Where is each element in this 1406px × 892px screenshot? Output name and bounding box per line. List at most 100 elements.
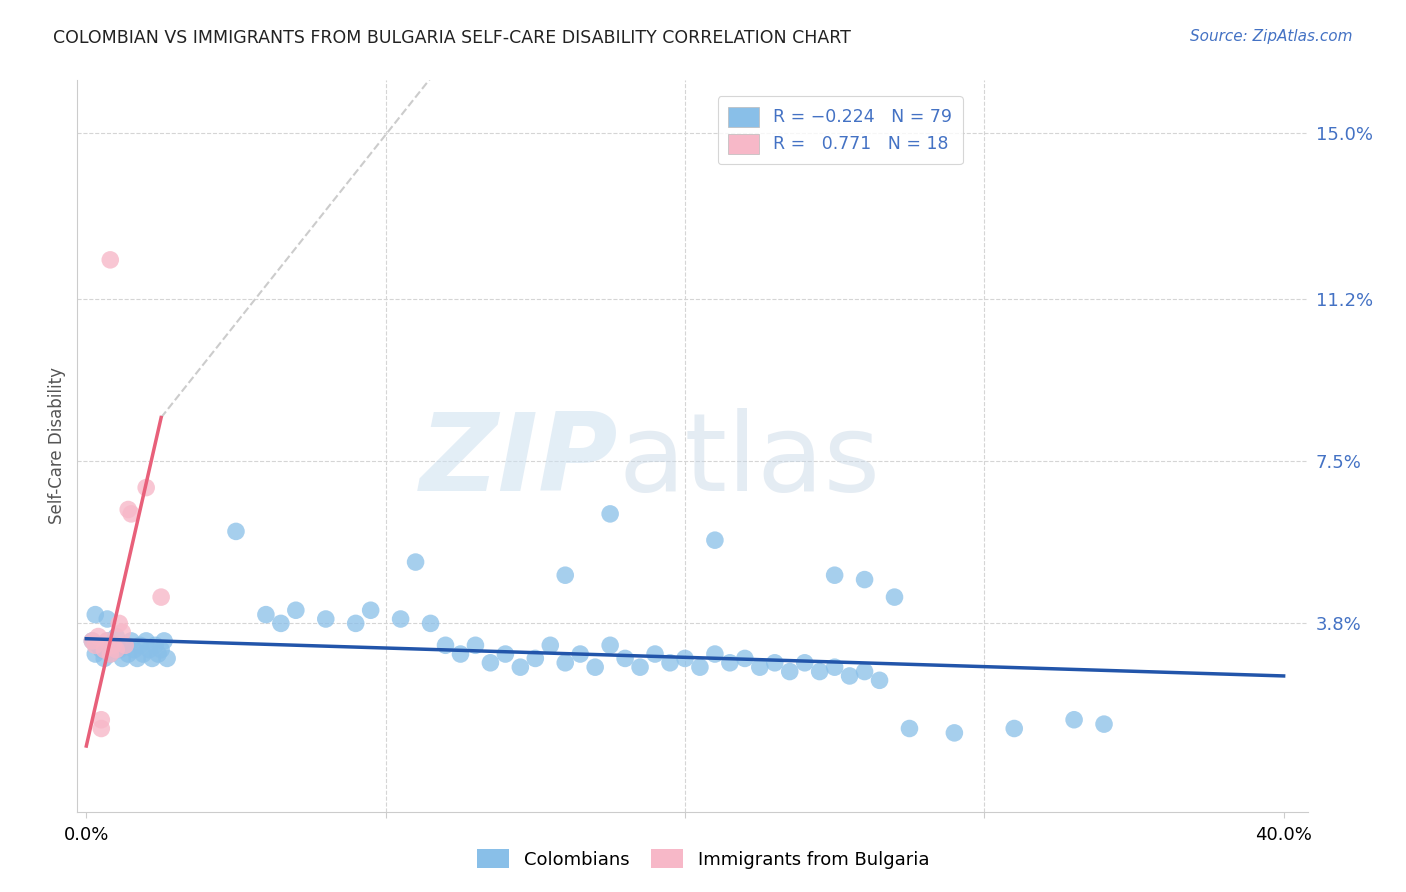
Point <box>150 642 173 657</box>
Point <box>689 660 711 674</box>
Point <box>87 630 110 644</box>
Point <box>114 638 136 652</box>
Point <box>117 502 139 516</box>
Point <box>108 616 131 631</box>
Point <box>120 634 142 648</box>
Point <box>554 568 576 582</box>
Point <box>114 638 136 652</box>
Point <box>150 590 173 604</box>
Point <box>90 642 112 657</box>
Point <box>853 665 876 679</box>
Point <box>122 642 145 657</box>
Point <box>284 603 307 617</box>
Point <box>599 638 621 652</box>
Point <box>628 660 651 674</box>
Point <box>434 638 457 652</box>
Legend: R = −0.224   N = 79, R =   0.771   N = 18: R = −0.224 N = 79, R = 0.771 N = 18 <box>717 96 963 164</box>
Point <box>824 660 846 674</box>
Point <box>96 634 118 648</box>
Point <box>93 642 115 657</box>
Point <box>1092 717 1115 731</box>
Point <box>98 647 121 661</box>
Point <box>479 656 502 670</box>
Point <box>315 612 337 626</box>
Point <box>464 638 486 652</box>
Point <box>614 651 637 665</box>
Point <box>254 607 277 622</box>
Point <box>644 647 666 661</box>
Point <box>132 647 155 661</box>
Point <box>84 638 107 652</box>
Point <box>141 651 163 665</box>
Point <box>703 533 725 548</box>
Point <box>405 555 427 569</box>
Point <box>419 616 441 631</box>
Point <box>117 647 139 661</box>
Point <box>793 656 815 670</box>
Point <box>96 634 118 648</box>
Point <box>111 625 134 640</box>
Point <box>943 726 966 740</box>
Point <box>127 651 149 665</box>
Point <box>270 616 292 631</box>
Point <box>538 638 561 652</box>
Text: Source: ZipAtlas.com: Source: ZipAtlas.com <box>1189 29 1353 44</box>
Legend: Colombians, Immigrants from Bulgaria: Colombians, Immigrants from Bulgaria <box>470 842 936 876</box>
Point <box>120 507 142 521</box>
Point <box>105 642 128 657</box>
Text: COLOMBIAN VS IMMIGRANTS FROM BULGARIA SELF-CARE DISABILITY CORRELATION CHART: COLOMBIAN VS IMMIGRANTS FROM BULGARIA SE… <box>53 29 851 46</box>
Point <box>111 651 134 665</box>
Point <box>143 638 166 652</box>
Point <box>718 656 741 670</box>
Point <box>156 651 179 665</box>
Point <box>153 634 176 648</box>
Point <box>129 638 152 652</box>
Point <box>883 590 905 604</box>
Point <box>509 660 531 674</box>
Point <box>360 603 382 617</box>
Point <box>583 660 606 674</box>
Point <box>659 656 682 670</box>
Point <box>138 642 160 657</box>
Point <box>87 638 110 652</box>
Point <box>763 656 786 670</box>
Y-axis label: Self-Care Disability: Self-Care Disability <box>48 368 66 524</box>
Point <box>103 638 125 652</box>
Point <box>734 651 756 665</box>
Point <box>108 642 131 657</box>
Point <box>84 647 107 661</box>
Point <box>569 647 592 661</box>
Point <box>135 634 157 648</box>
Point <box>779 665 801 679</box>
Point <box>82 634 104 648</box>
Point <box>146 647 169 661</box>
Point <box>524 651 547 665</box>
Point <box>898 722 921 736</box>
Point <box>96 612 118 626</box>
Point <box>703 647 725 661</box>
Point <box>1063 713 1085 727</box>
Point <box>853 573 876 587</box>
Point <box>90 713 112 727</box>
Point <box>225 524 247 539</box>
Text: ZIP: ZIP <box>420 408 619 514</box>
Point <box>90 722 112 736</box>
Point <box>869 673 891 688</box>
Point <box>344 616 367 631</box>
Point <box>808 665 831 679</box>
Point <box>599 507 621 521</box>
Point <box>1002 722 1025 736</box>
Point <box>98 252 121 267</box>
Point <box>748 660 770 674</box>
Point <box>494 647 516 661</box>
Point <box>389 612 412 626</box>
Point <box>554 656 576 670</box>
Point <box>84 607 107 622</box>
Text: atlas: atlas <box>619 408 880 514</box>
Point <box>135 481 157 495</box>
Point <box>98 647 121 661</box>
Point <box>673 651 696 665</box>
Point <box>105 630 128 644</box>
Point <box>82 634 104 648</box>
Point <box>93 651 115 665</box>
